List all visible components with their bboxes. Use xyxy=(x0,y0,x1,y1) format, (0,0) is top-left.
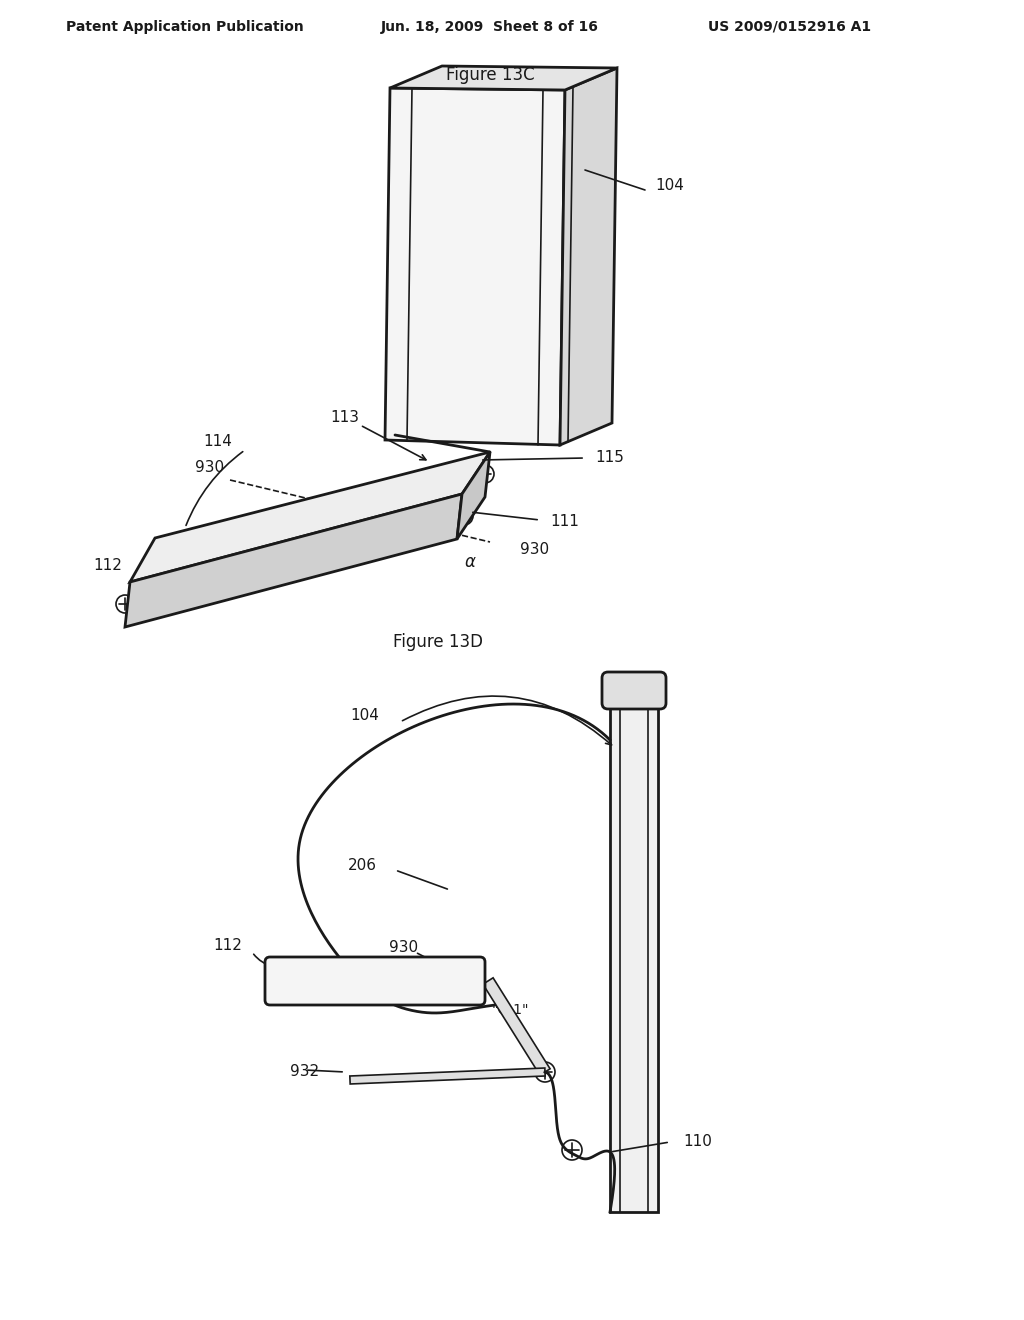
Polygon shape xyxy=(130,451,490,582)
Polygon shape xyxy=(390,66,617,90)
Polygon shape xyxy=(385,88,565,445)
Text: US 2009/0152916 A1: US 2009/0152916 A1 xyxy=(709,20,871,34)
Polygon shape xyxy=(483,978,550,1076)
Text: "G-1": "G-1" xyxy=(492,1003,528,1016)
Text: 113: 113 xyxy=(331,411,359,425)
FancyBboxPatch shape xyxy=(602,672,666,709)
Text: Jun. 18, 2009  Sheet 8 of 16: Jun. 18, 2009 Sheet 8 of 16 xyxy=(381,20,599,34)
Text: 104: 104 xyxy=(350,708,380,722)
Polygon shape xyxy=(610,698,658,1212)
Text: 206: 206 xyxy=(347,858,377,873)
Text: 114: 114 xyxy=(204,434,232,450)
Text: 110: 110 xyxy=(684,1134,713,1150)
Text: Figure 13D: Figure 13D xyxy=(393,634,483,651)
Text: α: α xyxy=(465,553,475,572)
Polygon shape xyxy=(350,1068,545,1084)
Polygon shape xyxy=(457,451,490,539)
Text: 112: 112 xyxy=(93,557,123,573)
Text: Patent Application Publication: Patent Application Publication xyxy=(67,20,304,34)
Polygon shape xyxy=(560,69,617,445)
Text: 112: 112 xyxy=(214,937,243,953)
Text: 104: 104 xyxy=(655,177,684,193)
Text: 932: 932 xyxy=(291,1064,319,1080)
Text: 115: 115 xyxy=(596,450,625,466)
Text: 930: 930 xyxy=(196,459,224,474)
Polygon shape xyxy=(125,494,462,627)
Text: 111: 111 xyxy=(551,513,580,528)
Text: 930: 930 xyxy=(520,543,550,557)
Text: Figure 13C: Figure 13C xyxy=(445,66,535,84)
Text: 930: 930 xyxy=(389,940,419,956)
FancyBboxPatch shape xyxy=(265,957,485,1005)
